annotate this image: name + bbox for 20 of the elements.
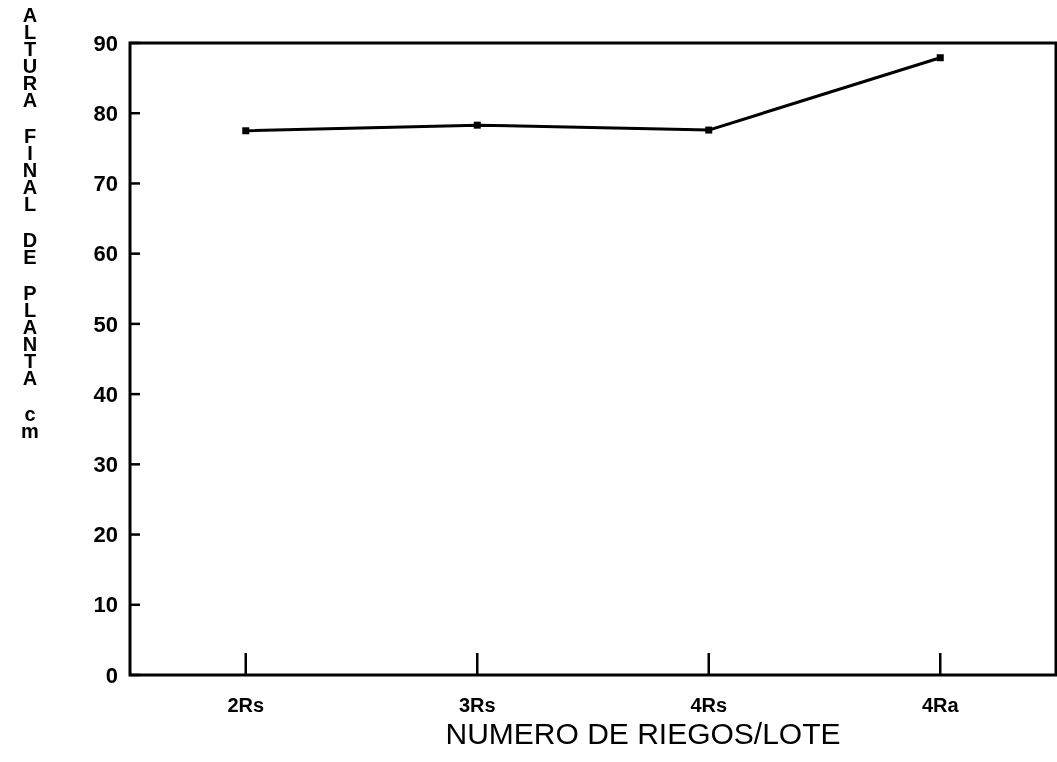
x-tick-label: 3Rs bbox=[458, 694, 496, 716]
y-tick-label: 60 bbox=[93, 241, 118, 267]
y-tick-label: 80 bbox=[93, 100, 118, 126]
point bbox=[936, 54, 944, 62]
y-tick-label: 10 bbox=[93, 592, 118, 618]
y-tick-label: 30 bbox=[93, 452, 118, 478]
x-tick-label: 4Rs bbox=[690, 694, 728, 716]
y-tick-label: 0 bbox=[105, 662, 118, 688]
point bbox=[473, 121, 481, 129]
x-tick-label: 4Ra bbox=[921, 694, 960, 716]
point bbox=[705, 126, 713, 134]
x-axis-title: NUMERO DE RIEGOS/LOTE bbox=[445, 717, 841, 750]
y-tick-label: 70 bbox=[93, 171, 118, 197]
y-tick-label: 50 bbox=[93, 311, 118, 337]
y-tick-label: 40 bbox=[93, 381, 118, 407]
text: ALTURA FINAL DE PLANTA cm bbox=[21, 4, 39, 442]
point bbox=[242, 127, 250, 135]
y-tick-label: 90 bbox=[93, 30, 118, 56]
y-tick-label: 20 bbox=[93, 522, 118, 548]
x-tick-label: 2Rs bbox=[227, 694, 265, 716]
